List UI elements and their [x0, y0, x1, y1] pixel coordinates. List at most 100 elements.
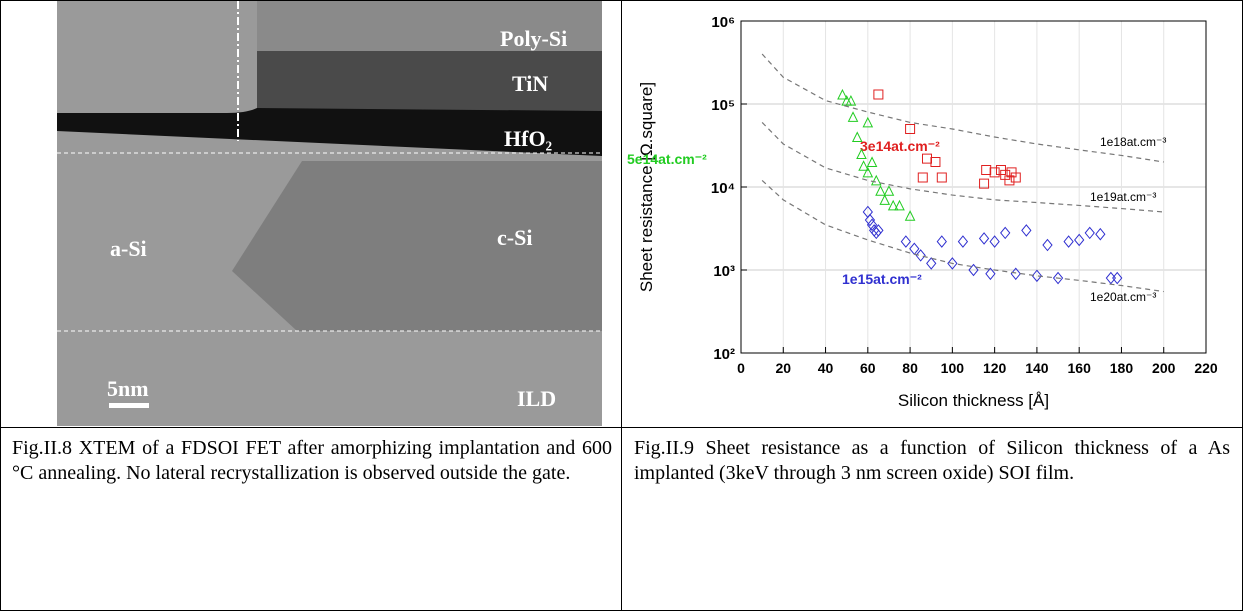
- data-point: [887, 199, 899, 211]
- data-point: [978, 232, 990, 245]
- data-point: [862, 166, 874, 178]
- x-tick-label: 0: [737, 360, 745, 376]
- series-label: 5e14at.cm⁻²: [627, 151, 707, 167]
- data-point: [904, 210, 916, 221]
- series-label: 3e14at.cm⁻²: [860, 138, 940, 154]
- data-point: [894, 199, 905, 211]
- data-point: [871, 226, 882, 240]
- data-point: [873, 89, 884, 100]
- data-point: [862, 116, 874, 128]
- y-tick-label: 10³: [713, 263, 735, 280]
- data-point: [847, 111, 859, 122]
- plot-frame: [740, 20, 1207, 354]
- x-tick-label: 100: [941, 360, 965, 376]
- data-point: [879, 194, 891, 205]
- data-point: [866, 218, 878, 232]
- data-point: [900, 235, 912, 248]
- chart: 10² 10³ 10⁴ 10⁵ 10⁶ 0 20 40 60 80 100 120 140 160 180 2…: [627, 14, 1218, 410]
- data-point: [1095, 227, 1106, 241]
- data-point: [930, 157, 941, 168]
- data-point: [1074, 233, 1085, 247]
- y-tick-label: 10⁴: [711, 180, 735, 197]
- data-point: [1105, 271, 1117, 285]
- data-point: [1042, 238, 1053, 252]
- data-point: [947, 257, 958, 270]
- data-point: [1052, 271, 1064, 285]
- series-label: 1e15at.cm⁻²: [842, 271, 922, 287]
- data-point: [936, 235, 947, 248]
- x-tick-label: 200: [1152, 360, 1176, 376]
- data-point: [873, 224, 884, 237]
- data-point: [866, 156, 878, 168]
- x-tick-label: 120: [983, 360, 1007, 376]
- data-point: [1112, 271, 1123, 285]
- reference-curve: [761, 179, 1164, 293]
- col-divider: [621, 0, 622, 611]
- c-si-region: [232, 161, 602, 331]
- label: Poly-Si: [500, 26, 567, 51]
- caption: Fig.II.9 Sheet resistance as a function …: [634, 437, 1230, 484]
- data-point: [837, 88, 848, 100]
- y-axis-label: Sheet resistance [Ω.square]: [637, 82, 656, 292]
- data-point: [1021, 224, 1032, 237]
- x-tick-label: 140: [1025, 360, 1049, 376]
- x-axis-label: Silicon thickness [Å]: [898, 391, 1049, 410]
- hfo2-layer: [57, 108, 602, 156]
- data-point: [856, 148, 867, 159]
- y-tick-label: 10⁶: [711, 14, 735, 31]
- caption: Fig.II.8 XTEM of a FDSOI FET after amorp…: [12, 437, 612, 484]
- row-divider: [0, 427, 1243, 428]
- reference-curve: [761, 121, 1164, 213]
- x-tick-label: 20: [775, 360, 791, 376]
- x-tick-label: 40: [818, 360, 834, 376]
- x-tick-label: 160: [1068, 360, 1092, 376]
- series-label: 1e18at.cm⁻³: [1100, 135, 1166, 149]
- reference-curve: [761, 53, 1164, 163]
- data-point: [845, 94, 857, 106]
- data-point: [1031, 269, 1043, 283]
- data-point: [1000, 226, 1011, 240]
- data-point: [957, 235, 969, 248]
- label: 5nm: [107, 376, 149, 401]
- tem-image: Poly-Si TiN HfO₂ a-Si c-Si ILD 5nm: [57, 1, 602, 426]
- data-point: [915, 249, 926, 262]
- data-point: [917, 172, 928, 183]
- data-point: [870, 174, 882, 186]
- data-point: [864, 213, 876, 227]
- series-label: 1e20at.cm⁻³: [1090, 290, 1156, 304]
- x-tick-label: 60: [860, 360, 876, 376]
- y-tick-label: 10⁵: [711, 97, 735, 114]
- data-point: [909, 242, 920, 256]
- data-point: [905, 123, 916, 134]
- data-point: [981, 165, 992, 176]
- poly-layer: [257, 1, 602, 51]
- data-point: [875, 185, 886, 196]
- label: ILD: [517, 386, 556, 411]
- data-point: [858, 160, 869, 171]
- data-point: [968, 263, 979, 277]
- data-point: [1010, 172, 1021, 183]
- label: HfO₂: [504, 126, 553, 151]
- data-point: [989, 235, 1000, 248]
- data-point: [1084, 226, 1095, 240]
- data-point: [851, 131, 863, 143]
- data-point: [883, 185, 895, 196]
- x-tick-label: 220: [1194, 360, 1218, 376]
- label: TiN: [512, 71, 548, 96]
- x-tick-label: 80: [902, 360, 918, 376]
- y-tick-label: 10²: [713, 346, 735, 363]
- series-label: 1e19at.cm⁻³: [1090, 190, 1156, 204]
- data-point: [926, 257, 937, 270]
- data-point: [1006, 167, 1017, 178]
- label: c-Si: [497, 225, 532, 250]
- scale-bar: [109, 403, 149, 408]
- label: a-Si: [110, 236, 147, 261]
- data-point: [1063, 235, 1074, 248]
- data-point: [979, 178, 990, 189]
- data-point: [995, 165, 1006, 176]
- data-point: [922, 153, 932, 164]
- data-point: [985, 267, 996, 281]
- data-point: [936, 172, 947, 183]
- x-tick-label: 180: [1110, 360, 1134, 376]
